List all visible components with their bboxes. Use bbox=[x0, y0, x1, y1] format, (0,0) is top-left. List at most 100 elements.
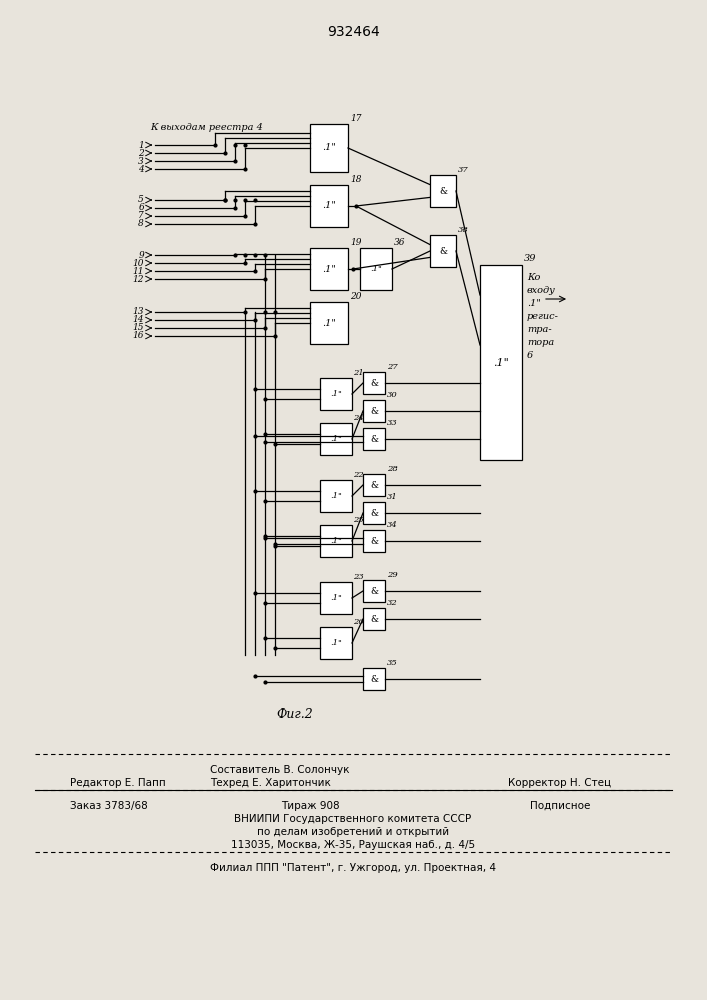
Text: 1: 1 bbox=[139, 140, 144, 149]
FancyBboxPatch shape bbox=[363, 608, 385, 630]
Text: &: & bbox=[370, 481, 378, 489]
Text: 28: 28 bbox=[387, 465, 398, 473]
Text: 4: 4 bbox=[139, 164, 144, 174]
Text: 9: 9 bbox=[139, 250, 144, 259]
Text: ВНИИПИ Государственного комитета СССР: ВНИИПИ Государственного комитета СССР bbox=[235, 814, 472, 824]
Text: .1": .1" bbox=[322, 264, 336, 273]
Text: Составитель В. Солончук: Составитель В. Солончук bbox=[210, 765, 350, 775]
FancyBboxPatch shape bbox=[310, 185, 348, 227]
Text: Филиал ППП "Патент", г. Ужгород, ул. Проектная, 4: Филиал ППП "Патент", г. Ужгород, ул. Про… bbox=[210, 863, 496, 873]
Text: .1": .1" bbox=[330, 390, 342, 398]
Text: 10: 10 bbox=[132, 258, 144, 267]
Text: 34: 34 bbox=[387, 521, 398, 529]
Text: 5: 5 bbox=[139, 196, 144, 205]
FancyBboxPatch shape bbox=[360, 248, 392, 290]
Text: Тираж 908: Тираж 908 bbox=[281, 801, 339, 811]
FancyBboxPatch shape bbox=[363, 580, 385, 602]
Text: Техред Е. Харитончик: Техред Е. Харитончик bbox=[209, 778, 330, 788]
FancyBboxPatch shape bbox=[363, 428, 385, 450]
FancyBboxPatch shape bbox=[430, 175, 456, 207]
Text: 3: 3 bbox=[139, 156, 144, 165]
Text: &: & bbox=[370, 674, 378, 684]
Text: Заказ 3783/68: Заказ 3783/68 bbox=[70, 801, 148, 811]
Text: 30: 30 bbox=[387, 391, 398, 399]
Text: 7: 7 bbox=[139, 212, 144, 221]
Text: 38: 38 bbox=[458, 226, 469, 234]
Text: &: & bbox=[370, 614, 378, 624]
FancyBboxPatch shape bbox=[480, 265, 522, 460]
FancyBboxPatch shape bbox=[310, 124, 348, 172]
Text: .1": .1" bbox=[527, 299, 541, 308]
Text: .1": .1" bbox=[370, 265, 382, 273]
Text: .1": .1" bbox=[322, 318, 336, 328]
Text: 6: 6 bbox=[139, 204, 144, 213]
FancyBboxPatch shape bbox=[320, 378, 352, 410]
FancyBboxPatch shape bbox=[363, 668, 385, 690]
Text: 27: 27 bbox=[387, 363, 398, 371]
FancyBboxPatch shape bbox=[363, 372, 385, 394]
Text: 33: 33 bbox=[387, 419, 398, 427]
FancyBboxPatch shape bbox=[310, 248, 348, 290]
FancyBboxPatch shape bbox=[363, 400, 385, 422]
Text: входу: входу bbox=[527, 286, 556, 295]
Text: &: & bbox=[439, 246, 447, 255]
Text: .1": .1" bbox=[330, 492, 342, 500]
Text: 6: 6 bbox=[527, 351, 533, 360]
Text: 35: 35 bbox=[387, 659, 398, 667]
Text: тора: тора bbox=[527, 338, 554, 347]
Text: 932464: 932464 bbox=[327, 25, 380, 39]
FancyBboxPatch shape bbox=[363, 502, 385, 524]
Text: &: & bbox=[370, 378, 378, 387]
Text: 36: 36 bbox=[394, 238, 406, 247]
Text: 2: 2 bbox=[139, 148, 144, 157]
FancyBboxPatch shape bbox=[363, 474, 385, 496]
FancyBboxPatch shape bbox=[320, 480, 352, 512]
Text: 24: 24 bbox=[353, 414, 363, 422]
Text: Редактор Е. Папп: Редактор Е. Папп bbox=[70, 778, 165, 788]
Text: &: & bbox=[370, 536, 378, 546]
Text: тра-: тра- bbox=[527, 325, 551, 334]
Text: 31: 31 bbox=[387, 493, 398, 501]
Text: 39: 39 bbox=[524, 254, 537, 263]
FancyBboxPatch shape bbox=[310, 302, 348, 344]
Text: 25: 25 bbox=[353, 516, 363, 524]
Text: &: & bbox=[370, 586, 378, 595]
Text: 113035, Москва, Ж-35, Раушская наб., д. 4/5: 113035, Москва, Ж-35, Раушская наб., д. … bbox=[231, 840, 475, 850]
FancyBboxPatch shape bbox=[320, 582, 352, 614]
Text: 13: 13 bbox=[132, 308, 144, 316]
Text: &: & bbox=[370, 508, 378, 518]
Text: 12: 12 bbox=[132, 274, 144, 284]
Text: по делам изобретений и открытий: по делам изобретений и открытий bbox=[257, 827, 449, 837]
Text: .1": .1" bbox=[322, 202, 336, 211]
Text: 22: 22 bbox=[353, 471, 363, 479]
Text: Ко: Ко bbox=[527, 273, 540, 282]
FancyBboxPatch shape bbox=[320, 423, 352, 455]
Text: 23: 23 bbox=[353, 573, 363, 581]
Text: .1": .1" bbox=[330, 639, 342, 647]
Text: Фиг.2: Фиг.2 bbox=[276, 708, 313, 720]
Text: К выходам реестра 4: К выходам реестра 4 bbox=[150, 122, 263, 131]
Text: 14: 14 bbox=[132, 316, 144, 324]
Text: .1": .1" bbox=[330, 594, 342, 602]
FancyBboxPatch shape bbox=[363, 530, 385, 552]
Text: &: & bbox=[439, 186, 447, 196]
Text: &: & bbox=[370, 406, 378, 416]
Text: регис-: регис- bbox=[527, 312, 559, 321]
Text: 8: 8 bbox=[139, 220, 144, 229]
Text: 19: 19 bbox=[350, 238, 361, 247]
Text: 17: 17 bbox=[350, 114, 361, 123]
Text: 20: 20 bbox=[350, 292, 361, 301]
FancyBboxPatch shape bbox=[430, 235, 456, 267]
Text: 18: 18 bbox=[350, 175, 361, 184]
Text: 21: 21 bbox=[353, 369, 363, 377]
Text: .1": .1" bbox=[330, 537, 342, 545]
Text: .1": .1" bbox=[493, 358, 509, 367]
Text: 15: 15 bbox=[132, 324, 144, 332]
Text: 26: 26 bbox=[353, 618, 363, 626]
FancyBboxPatch shape bbox=[320, 627, 352, 659]
Text: .1": .1" bbox=[322, 143, 336, 152]
Text: Подписное: Подписное bbox=[530, 801, 590, 811]
Text: 32: 32 bbox=[387, 599, 398, 607]
Text: 16: 16 bbox=[132, 332, 144, 340]
Text: .1": .1" bbox=[330, 435, 342, 443]
